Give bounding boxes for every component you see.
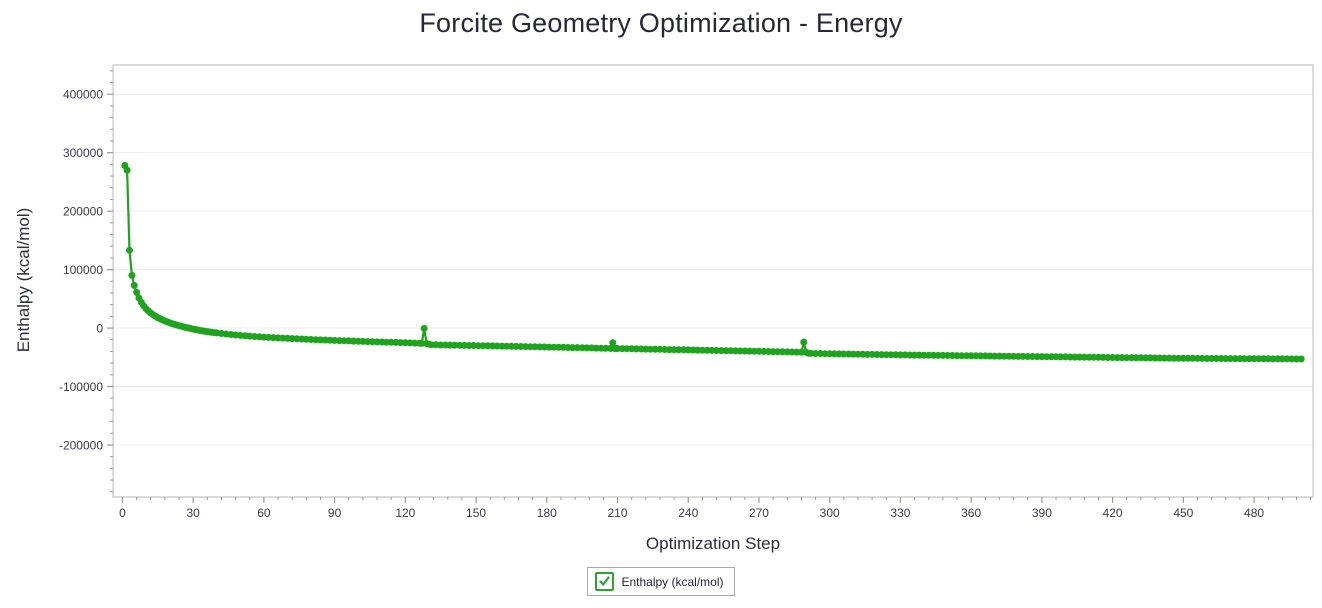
y-tick-label: 100000	[63, 263, 103, 277]
data-points[interactable]	[121, 162, 1305, 363]
x-tick-label: 390	[1032, 506, 1052, 520]
y-tick-label: 300000	[63, 146, 103, 160]
data-point[interactable]	[800, 338, 808, 346]
data-point[interactable]	[1297, 355, 1305, 363]
x-tick-label: 270	[749, 506, 769, 520]
data-point[interactable]	[651, 345, 659, 353]
x-tick-label: 300	[820, 506, 840, 520]
legend-label: Enthalpy (kcal/mol)	[621, 574, 724, 589]
data-point[interactable]	[1212, 355, 1220, 362]
legend-item-enthalpy[interactable]: Enthalpy (kcal/mol)	[587, 567, 735, 596]
x-tick-label: 120	[395, 506, 415, 520]
data-point[interactable]	[130, 281, 138, 289]
data-point[interactable]	[1057, 353, 1065, 361]
y-tick-label: -100000	[59, 380, 103, 394]
data-point[interactable]	[126, 246, 133, 254]
series-line	[123, 164, 1303, 361]
data-point[interactable]	[1184, 354, 1192, 362]
y-tick-label: 0	[96, 321, 103, 335]
data-point[interactable]	[1151, 354, 1159, 362]
x-tick-label: 360	[961, 506, 981, 520]
data-point[interactable]	[1090, 353, 1098, 361]
y-tick-label: -200000	[59, 438, 103, 452]
legend: Enthalpy (kcal/mol)	[0, 567, 1322, 596]
plot-frame	[112, 64, 1314, 498]
x-tick-label: 90	[328, 506, 342, 520]
data-point[interactable]	[1274, 355, 1282, 363]
data-point[interactable]	[840, 350, 848, 358]
x-tick-label: 480	[1244, 506, 1264, 520]
y-axis-title: Enthalpy (kcal/mol)	[14, 207, 33, 353]
data-point[interactable]	[420, 324, 428, 332]
check-icon	[599, 576, 611, 586]
x-tick-label: 330	[890, 506, 910, 520]
x-tick-label: 60	[257, 506, 271, 520]
data-point[interactable]	[123, 166, 131, 174]
data-point[interactable]	[128, 271, 136, 279]
checkbox-checked-icon[interactable]	[595, 572, 615, 591]
x-tick-label: 30	[186, 506, 200, 520]
x-tick-label: 0	[119, 506, 126, 520]
x-tick-label: 450	[1173, 506, 1193, 520]
data-point[interactable]	[1245, 355, 1253, 363]
x-tick-label: 240	[678, 506, 698, 520]
y-tick-label: 400000	[63, 88, 103, 102]
x-tick-label: 150	[466, 506, 486, 520]
y-tick-label: 200000	[63, 204, 103, 218]
x-tick-label: 210	[608, 506, 628, 520]
data-point[interactable]	[133, 288, 141, 296]
x-tick-label: 180	[537, 506, 557, 520]
x-axis-title: Optimization Step	[645, 534, 781, 553]
chart-title: Forcite Geometry Optimization - Energy	[419, 8, 903, 38]
data-point[interactable]	[609, 339, 617, 347]
x-tick-label: 420	[1103, 506, 1123, 520]
data-point[interactable]	[934, 351, 942, 359]
